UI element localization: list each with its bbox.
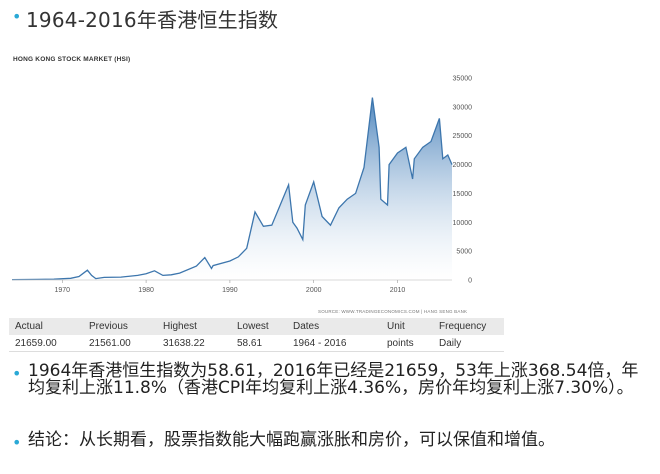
chart-source: SOURCE: WWW.TRADINGECONOMICS.COM | HANG … [318,309,467,314]
chart-title: HONG KONG STOCK MARKET (HSI) [13,56,131,63]
title-bullet: • [12,7,22,26]
header-frequency: Frequency [433,318,504,335]
header-unit: Unit [381,318,433,335]
header-actual: Actual [9,318,83,335]
x-tick-label: 2000 [306,287,322,294]
y-tick-label: 20000 [453,162,473,169]
hsi-area-chart: 1970 1980 1990 2000 2010 0 5000 10000 15000 2000… [11,76,473,314]
hsi-series-line [11,97,453,281]
hsi-area-fill [12,97,452,280]
bullet-1-text: 1964年香港恒生指数为58.61，2016年已经是21659，53年上涨368… [28,361,639,398]
slide-title: 1964-2016年香港恒生指数 [26,8,279,32]
y-tick-label: 0 [468,278,472,285]
header-lowest: Lowest [231,318,287,335]
header-previous: Previous [83,318,157,335]
y-tick-label: 10000 [453,220,473,227]
x-tick-label: 1980 [138,287,154,294]
bullet-1-marker: • [12,364,22,383]
stats-table: Actual Previous Highest Lowest Dates Uni… [9,318,504,352]
y-tick-label: 30000 [453,104,473,111]
x-tick-label: 1970 [54,287,70,294]
value-lowest: 58.61 [231,335,287,352]
value-actual: 21659.00 [9,335,83,352]
bullet-2-text: 结论：从长期看，股票指数能大幅跑赢涨胀和房价，可以保值和增值。 [28,430,555,450]
y-tick-label: 5000 [456,249,472,256]
x-tick-label: 1990 [222,287,238,294]
y-tick-label: 35000 [453,76,473,83]
value-frequency: Daily [433,335,504,352]
x-tick-label: 2010 [390,287,406,294]
y-tick-label: 15000 [453,191,473,198]
header-highest: Highest [157,318,231,335]
stats-header-row: Actual Previous Highest Lowest Dates Uni… [9,318,504,335]
y-tick-label: 25000 [453,133,473,140]
value-dates: 1964 - 2016 [287,335,381,352]
bullet-2-marker: • [12,433,22,452]
stats-value-row: 21659.00 21561.00 31638.22 58.61 1964 - … [9,335,504,352]
value-unit: points [381,335,433,352]
value-previous: 21561.00 [83,335,157,352]
value-highest: 31638.22 [157,335,231,352]
header-dates: Dates [287,318,381,335]
